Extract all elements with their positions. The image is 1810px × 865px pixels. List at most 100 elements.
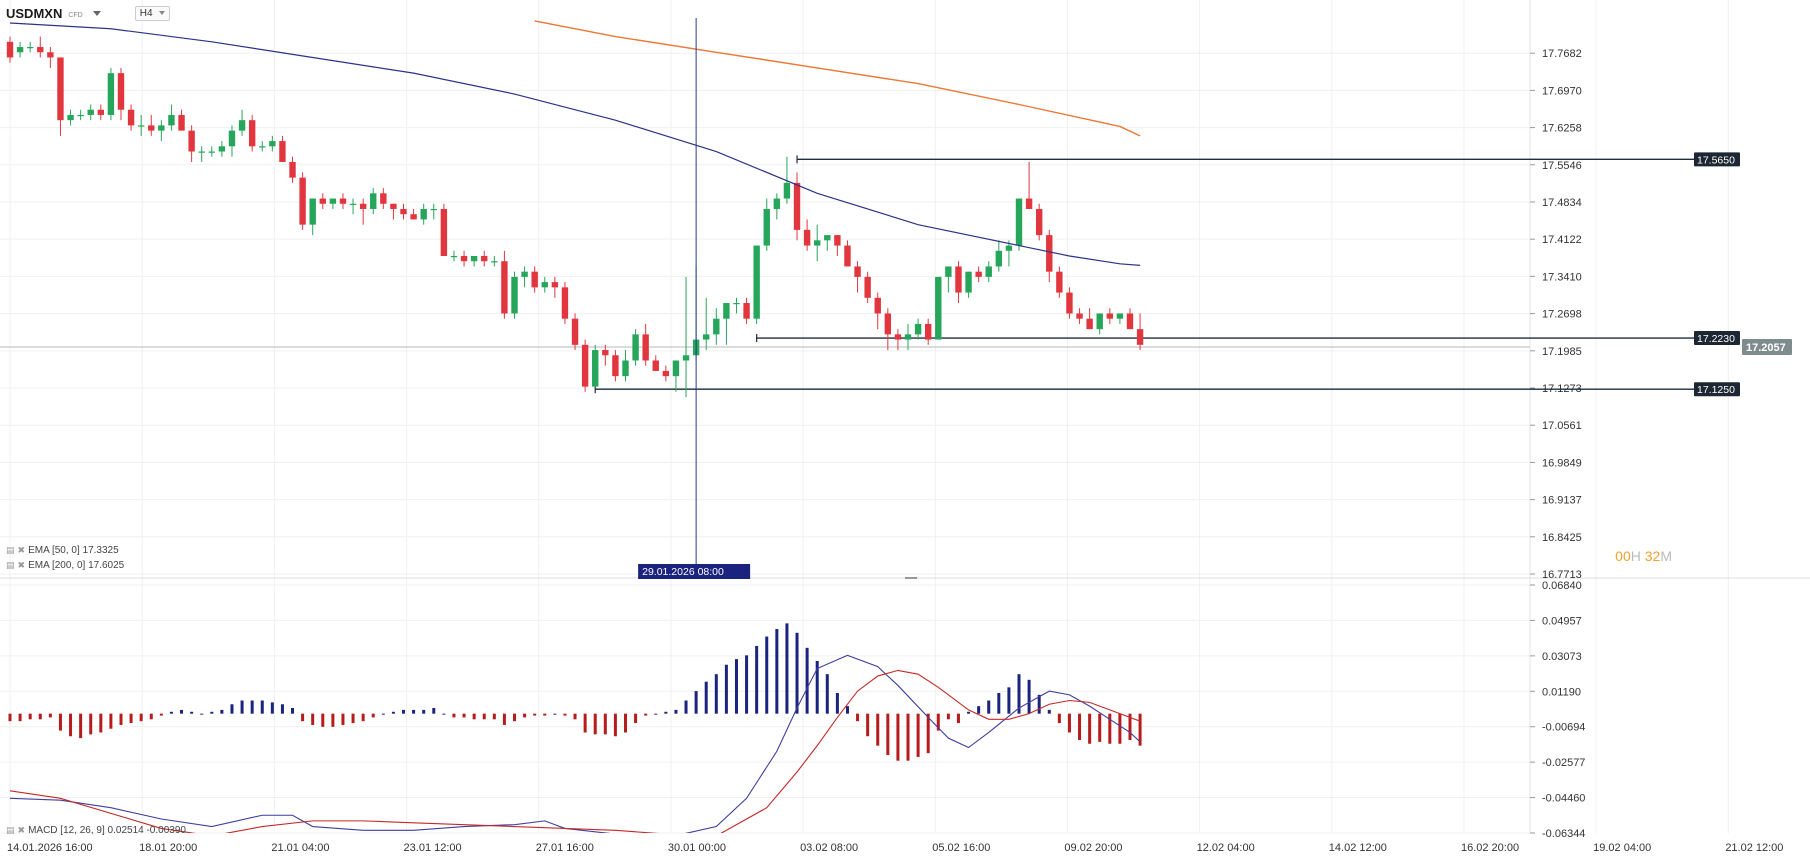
price-tick-label: 17.6258 [1542, 123, 1582, 135]
candle-up [420, 208, 427, 220]
macd-histogram-bar [714, 674, 718, 714]
close-icon[interactable]: ✖ [17, 825, 26, 835]
macd-histogram [8, 623, 1142, 761]
macd-histogram-bar [291, 708, 295, 714]
price-tick-label: 16.9137 [1542, 495, 1582, 507]
macd-histogram-bar [79, 713, 83, 739]
macd-histogram-bar [997, 692, 1001, 714]
macd-histogram-bar [38, 713, 42, 720]
ema200-legend[interactable]: ▤ ✖ EMA [200, 0] 17.6025 [6, 560, 124, 571]
macd-histogram-bar [341, 713, 345, 725]
macd-histogram-bar [553, 713, 557, 715]
macd-histogram-bar [119, 713, 123, 725]
candle-down [1025, 198, 1033, 209]
candle-up [1116, 313, 1124, 319]
candle-up [259, 146, 266, 148]
macd-tick-label: 0.06840 [1542, 580, 1582, 592]
candle-down [37, 47, 44, 53]
settings-icon[interactable]: ▤ [6, 545, 15, 555]
candle-down [1106, 313, 1114, 319]
macd-histogram-bar [543, 713, 547, 716]
cfd-badge: CFD [68, 11, 83, 19]
symbol-label[interactable]: USDMXN [6, 5, 63, 21]
candle-down [1056, 271, 1063, 293]
price-tick-label: 17.5546 [1542, 160, 1582, 172]
candle-up [723, 303, 730, 319]
candle-down [662, 370, 670, 377]
candle-up [1015, 198, 1023, 246]
macd-histogram-bar [876, 713, 880, 746]
macd-histogram-bar [1057, 713, 1061, 724]
crosshair-time-label: 29.01.2026 08:00 [642, 566, 724, 578]
candle-up [16, 47, 24, 53]
candle-down [531, 271, 538, 288]
ema50-line [9, 22, 1141, 267]
macd-legend[interactable]: ▤ ✖ MACD [12, 26, 9] 0.02514 -0.00390 [6, 825, 186, 836]
candle-down [612, 355, 619, 377]
macd-histogram-bar [664, 711, 668, 714]
candle-down [440, 208, 448, 257]
macd-histogram-bar [1037, 694, 1041, 714]
price-tick-label: 17.3410 [1542, 271, 1582, 283]
timeframe-select[interactable]: H4 [134, 5, 170, 21]
macd-histogram-bar [805, 647, 809, 714]
candle-up [470, 256, 478, 262]
macd-histogram-bar [926, 713, 930, 754]
macd-histogram-bar [866, 713, 870, 737]
macd-histogram-bar [906, 713, 910, 761]
time-tick-label: 21.01 04:00 [271, 842, 329, 854]
candle-down [47, 52, 54, 58]
macd-histogram-bar [210, 711, 214, 714]
macd-histogram-bar [1067, 713, 1071, 733]
candle-down [894, 334, 902, 340]
settings-icon[interactable]: ▤ [6, 825, 15, 835]
macd-histogram-bar [129, 713, 133, 724]
macd-histogram-bar [856, 713, 860, 722]
settings-icon[interactable]: ▤ [6, 560, 15, 570]
candle-up [430, 208, 437, 211]
candle-up [1005, 245, 1013, 251]
candle-down [279, 141, 286, 162]
countdown-hours: 00 [1615, 548, 1631, 564]
candle-up [622, 360, 629, 377]
candle-down [803, 229, 811, 246]
candle-up [168, 114, 175, 126]
price-tick-label: 16.7713 [1542, 569, 1582, 581]
close-icon[interactable]: ✖ [17, 545, 26, 555]
symbol-dropdown-icon[interactable] [92, 10, 101, 16]
candle-up [349, 203, 357, 205]
candle-down [248, 120, 256, 147]
macd-histogram-bar [432, 708, 436, 714]
close-icon[interactable]: ✖ [17, 560, 26, 570]
macd-tick-label: -0.06344 [1542, 828, 1585, 840]
candle-down [743, 303, 750, 319]
macd-histogram-bar [593, 713, 597, 735]
price-tick-label: 17.0561 [1542, 420, 1582, 432]
candle-down [6, 41, 14, 58]
candle-down [359, 203, 367, 209]
candle-up [198, 151, 205, 153]
candle-down [955, 266, 962, 293]
countdown-hours-unit: H [1630, 548, 1641, 564]
macd-histogram-bar [583, 713, 587, 733]
candle-down [148, 125, 155, 131]
macd-histogram-bar [724, 664, 728, 714]
macd-histogram-bar [775, 629, 779, 714]
ema50-legend[interactable]: ▤ ✖ EMA [50, 0] 17.3325 [6, 545, 119, 556]
candle-down [1126, 313, 1134, 330]
panel-resize-handle[interactable] [905, 577, 917, 579]
countdown-minutes: 32 [1644, 548, 1661, 564]
price-tick-label: 17.4122 [1542, 234, 1582, 246]
ema200-legend-text: EMA [200, 0] 17.6025 [28, 560, 125, 571]
macd-histogram-bar [987, 700, 991, 714]
candle-down [299, 177, 306, 225]
time-tick-label: 19.02 04:00 [1593, 842, 1651, 854]
macd-histogram-bar [533, 713, 537, 716]
macd-tick-label: -0.00694 [1542, 722, 1585, 734]
candle-up [763, 208, 770, 246]
macd-histogram-bar [28, 713, 32, 720]
time-tick-label: 14.01.2026 16:00 [7, 842, 93, 854]
candle-down [975, 271, 982, 277]
macd-histogram-bar [613, 713, 617, 737]
